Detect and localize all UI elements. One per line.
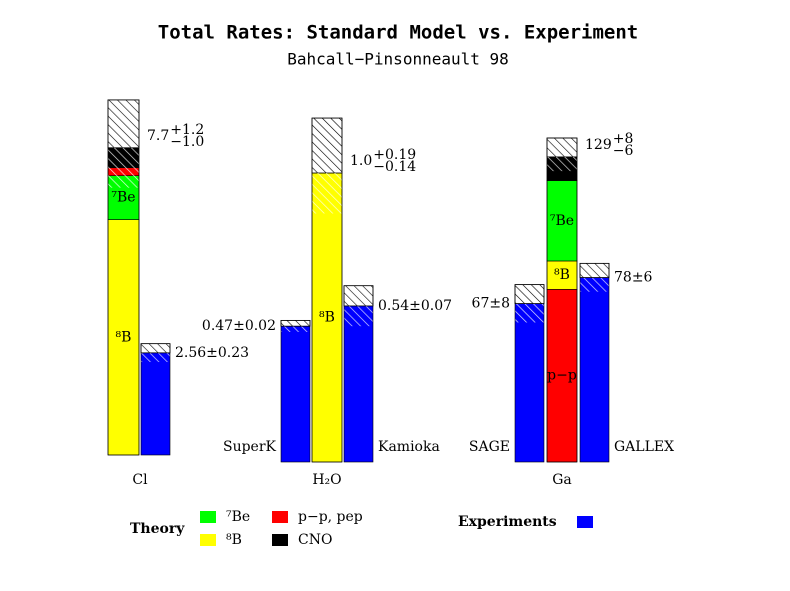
group-label: Cl (132, 472, 148, 488)
experiment-error-minus (344, 305, 373, 327)
experiment-value-label: 78±6 (614, 270, 653, 286)
theory-plus-label: +1.2 (170, 122, 204, 138)
chart-title: Total Rates: Standard Model vs. Experime… (158, 22, 638, 44)
experiment-name: SuperK (223, 439, 277, 455)
experiment-error-plus (343, 285, 374, 307)
legend-swatch (272, 511, 288, 523)
experiment-bar (515, 303, 544, 462)
theory-value-label: 7.7 (147, 128, 169, 144)
experiment-error-plus (579, 262, 610, 278)
experiment-bar (580, 277, 609, 462)
group-label: H₂O (312, 472, 341, 488)
theory-plus-label: +0.19 (373, 147, 416, 163)
theory-error-plus (107, 99, 140, 149)
experiment-error-plus (280, 319, 311, 327)
experiment-outline (579, 263, 610, 463)
experiment-value-label: 67±8 (472, 296, 510, 312)
theory-segment (546, 260, 578, 290)
theory-outline (311, 117, 343, 463)
theory-error-plus (311, 117, 343, 174)
legend-label: ⁸B (226, 532, 242, 548)
experiment-name: SAGE (469, 439, 510, 455)
experiment-name: Kamioka (378, 439, 440, 455)
legend-swatch (200, 534, 216, 546)
segment-label: ⁸B (319, 310, 335, 326)
theory-segment (546, 180, 578, 262)
theory-minus-label: −6 (613, 143, 634, 159)
theory-segment (546, 289, 578, 463)
experiment-name: GALLEX (614, 439, 674, 455)
theory-outline (107, 99, 140, 456)
theory-segment (107, 219, 140, 456)
theory-error-minus (547, 156, 577, 172)
segment-label: ⁸B (554, 267, 570, 283)
experiment-error-plus (140, 343, 171, 354)
experiment-bar (344, 305, 373, 462)
theory-error-plus (546, 137, 578, 158)
segment-label: ⁸B (116, 329, 132, 345)
experiment-outline (514, 284, 545, 463)
legend-swatch (200, 511, 216, 523)
theory-value-label: 1.0 (350, 153, 372, 169)
segment-label: ⁷Be (550, 213, 574, 229)
legend-swatch (272, 534, 288, 546)
experiment-error-minus (141, 352, 170, 363)
theory-error-minus (108, 147, 139, 188)
experiment-outline (280, 320, 311, 463)
chart-subtitle: Bahcall−Pinsonneault 98 (287, 50, 509, 69)
theory-minus-label: −0.14 (373, 159, 416, 175)
theory-error-minus (312, 173, 342, 214)
experiment-error-minus (580, 277, 609, 292)
experiment-bar (281, 326, 310, 462)
legend-label: ⁷Be (226, 509, 250, 525)
experiment-error-minus (515, 303, 544, 323)
theory-minus-label: −1.0 (170, 134, 204, 150)
experiment-legend: Experiments (458, 514, 557, 530)
segment-label: p−p (547, 368, 577, 384)
group-label: Ga (552, 472, 572, 488)
legend-label: p−p, pep (298, 509, 363, 525)
experiment-bar (141, 352, 170, 455)
theory-plus-label: +8 (613, 131, 634, 147)
experiment-outline (140, 343, 171, 456)
legend-label: CNO (298, 532, 332, 548)
experiment-outline (343, 285, 374, 463)
theory-legend: Theory (130, 521, 185, 537)
legend-swatch (577, 516, 593, 528)
theory-outline (546, 137, 578, 463)
theory-value-label: 129 (585, 137, 612, 153)
experiment-value-label: 0.54±0.07 (378, 298, 452, 314)
experiment-value-label: 0.47±0.02 (202, 318, 276, 334)
experiment-error-plus (514, 284, 545, 304)
experiment-error-minus (281, 326, 310, 332)
segment-label: ⁷Be (111, 190, 135, 206)
experiment-value-label: 2.56±0.23 (175, 345, 249, 361)
